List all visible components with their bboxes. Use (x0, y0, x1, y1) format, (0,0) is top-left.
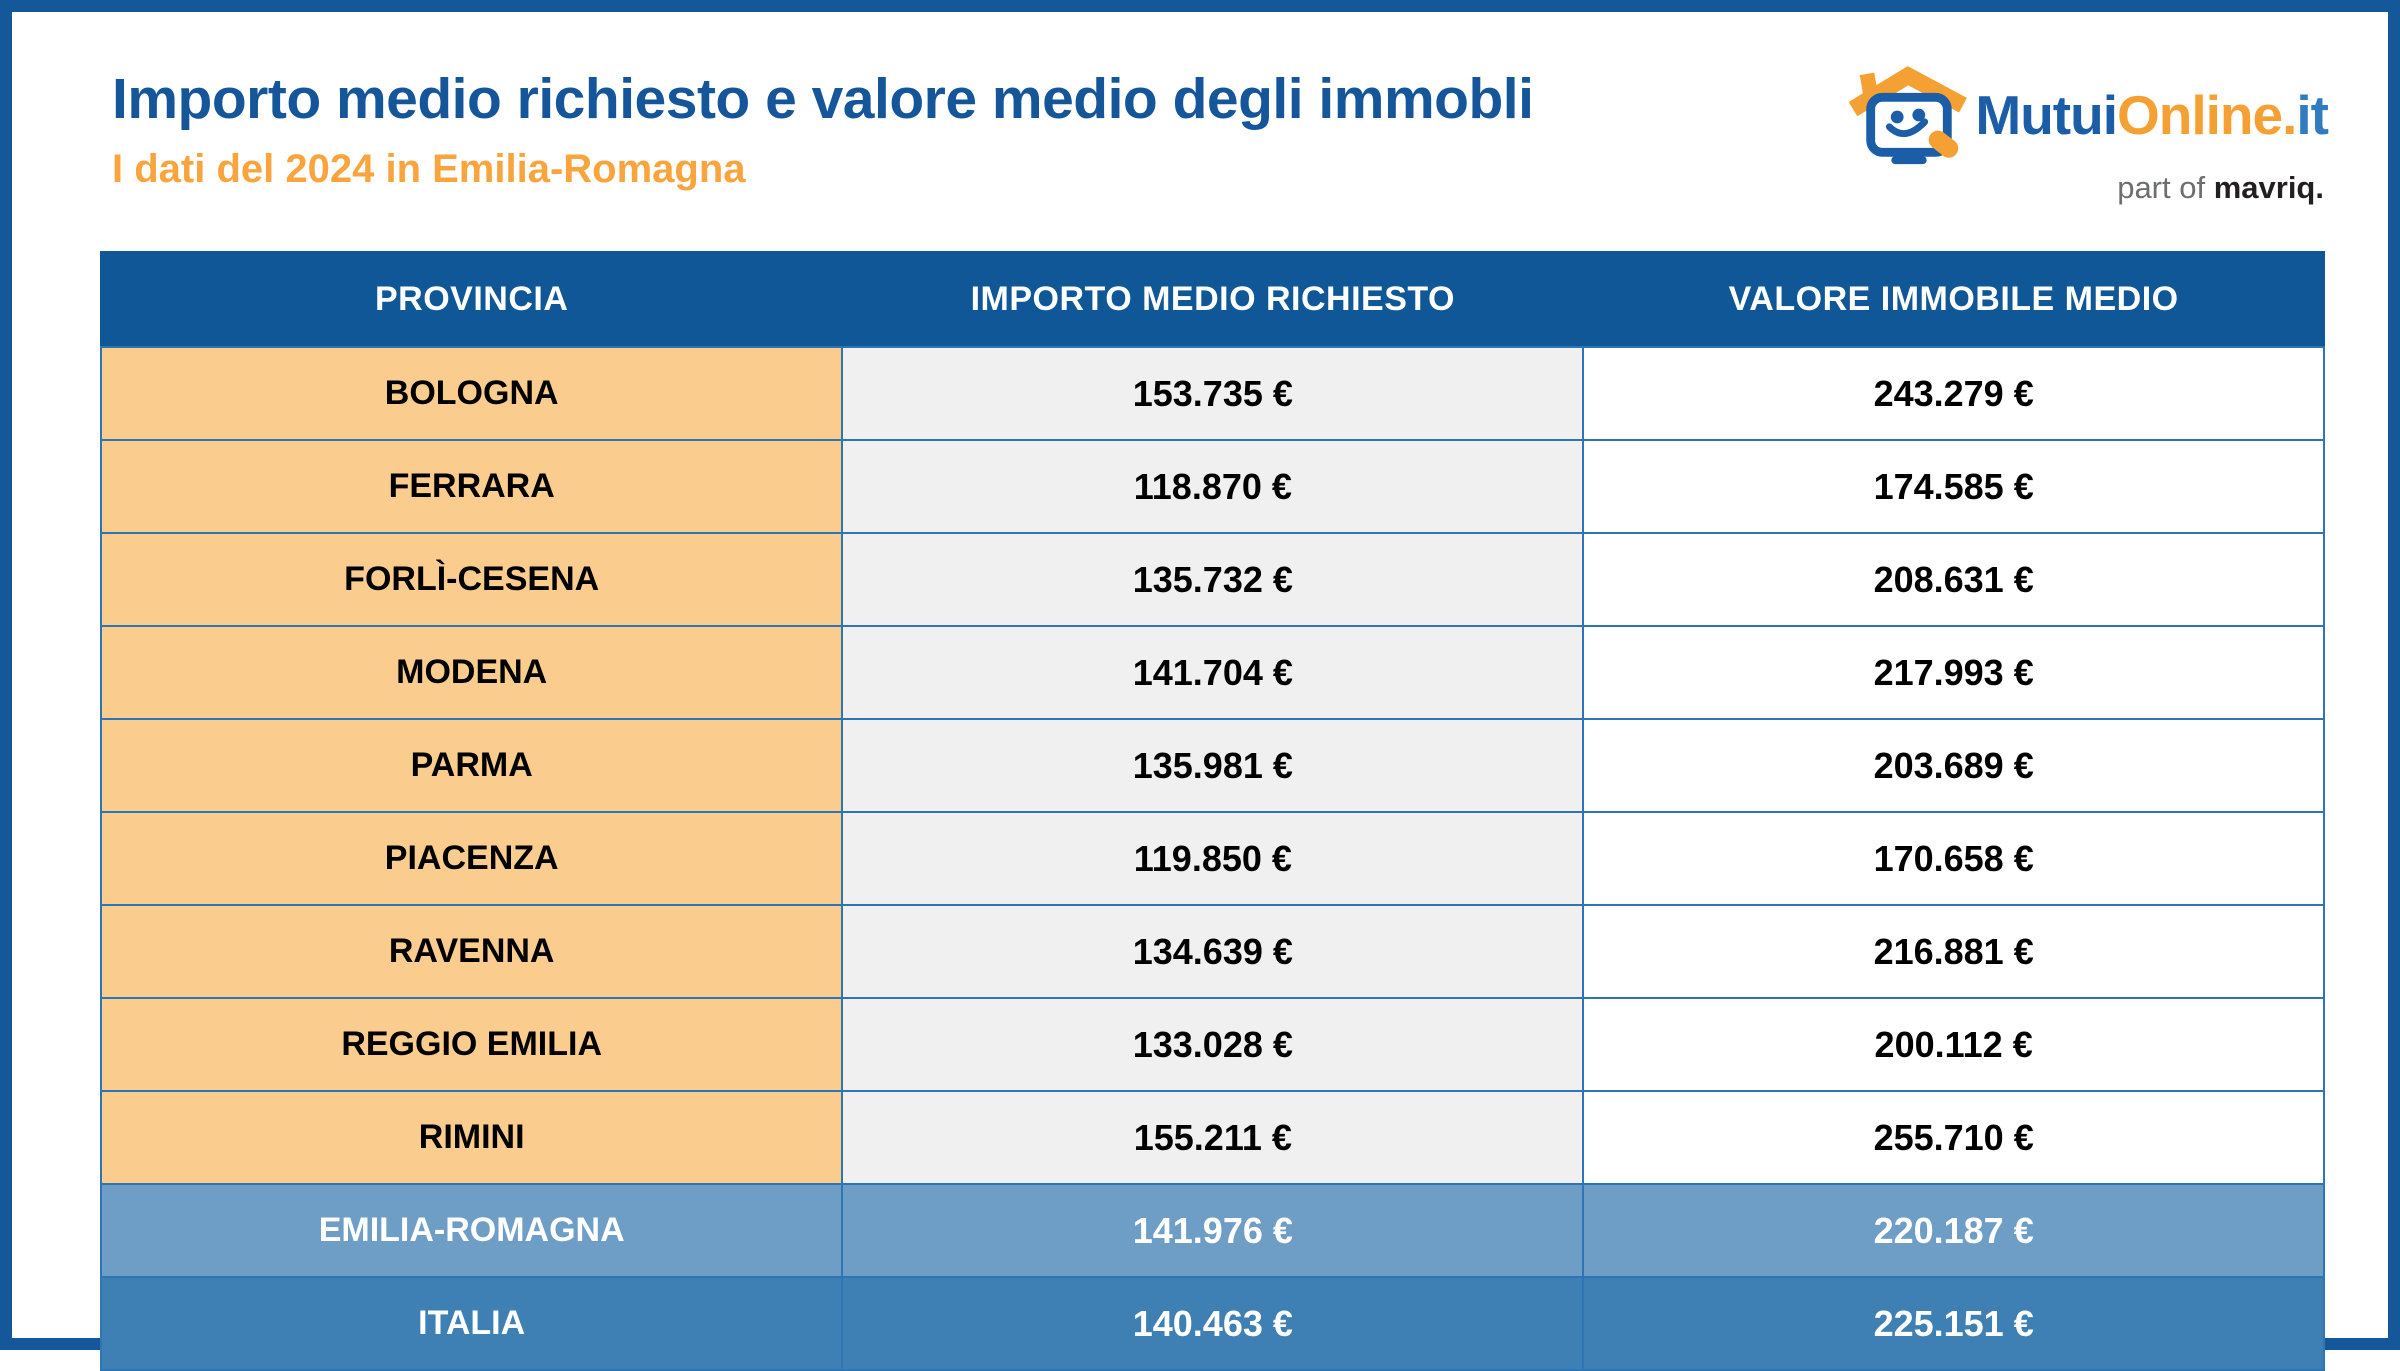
table-row: BOLOGNA 153.735 €243.279 € (99, 346, 2325, 441)
cell-valore: 203.689 € (1582, 718, 2325, 813)
table-body: BOLOGNA 153.735 €243.279 € FERRARA 118.870 … (99, 346, 2325, 1371)
table-row: REGGIO EMILIA 133.028 €200.112 € (99, 997, 2325, 1092)
mutuionline-logo: MutuiOnline.it part of mavriq. (1849, 60, 2329, 206)
table-row: PIACENZA 119.850 €170.658 € (99, 811, 2325, 906)
cell-provincia: FORLÌ-CESENA (99, 532, 844, 627)
cell-provincia: ITALIA (99, 1276, 844, 1371)
tagline-brand: mavriq (2213, 170, 2316, 205)
cell-provincia: FERRARA (99, 439, 844, 534)
table-row: RIMINI 155.211 €255.710 € (99, 1090, 2325, 1185)
logo-word-it: it (2296, 84, 2329, 146)
cell-valore: 220.187 € (1582, 1183, 2325, 1278)
table-row: EMILIA-ROMAGNA 141.976 €220.187 € (99, 1183, 2325, 1278)
tagline-period: . (2315, 170, 2324, 205)
logo-wordmark: MutuiOnline.it (1975, 83, 2329, 147)
cell-importo: 141.704 € (841, 625, 1585, 720)
cell-importo: 119.850 € (841, 811, 1585, 906)
table-row: MODENA 141.704 €217.993 € (99, 625, 2325, 720)
cell-provincia: BOLOGNA (99, 346, 844, 441)
page-title: Importo medio richiesto e valore medio d… (112, 67, 1534, 131)
cell-importo: 135.732 € (841, 532, 1585, 627)
cell-importo: 140.463 € (841, 1276, 1585, 1371)
cell-valore: 208.631 € (1582, 532, 2325, 627)
cell-provincia: RAVENNA (99, 904, 844, 999)
table-row: RAVENNA 134.639 €216.881 € (99, 904, 2325, 999)
data-table: PROVINCIA IMPORTO MEDIO RICHIESTO VALORE… (99, 251, 2325, 1371)
table-row: FORLÌ-CESENA 135.732 €208.631 € (99, 532, 2325, 627)
cell-provincia: PARMA (99, 718, 844, 813)
cell-valore: 174.585 € (1582, 439, 2325, 534)
cell-importo: 155.211 € (841, 1090, 1585, 1185)
cell-valore: 225.151 € (1582, 1276, 2325, 1371)
tagline-prefix: part of (2117, 170, 2214, 205)
cell-valore: 217.993 € (1582, 625, 2325, 720)
cell-provincia: PIACENZA (99, 811, 844, 906)
cell-valore: 170.658 € (1582, 811, 2325, 906)
logo-dot: . (2282, 84, 2297, 146)
page-subtitle: I dati del 2024 in Emilia-Romagna (112, 146, 746, 191)
cell-provincia: EMILIA-ROMAGNA (99, 1183, 844, 1278)
table-row: ITALIA 140.463 €225.151 € (99, 1276, 2325, 1371)
logo-word-online: Online (2116, 84, 2283, 146)
cell-importo: 135.981 € (841, 718, 1585, 813)
column-header-valore: VALORE IMMOBILE MEDIO (1582, 251, 2325, 348)
logo-word-mutui: Mutui (1975, 84, 2118, 146)
cell-importo: 141.976 € (841, 1183, 1585, 1278)
cell-importo: 118.870 € (841, 439, 1585, 534)
column-header-provincia: PROVINCIA (99, 251, 844, 348)
cell-provincia: REGGIO EMILIA (99, 997, 844, 1092)
cell-valore: 216.881 € (1582, 904, 2325, 999)
cell-valore: 255.710 € (1582, 1090, 2325, 1185)
header-row: PROVINCIA IMPORTO MEDIO RICHIESTO VALORE… (99, 251, 2325, 348)
cell-importo: 153.735 € (841, 346, 1585, 441)
cell-provincia: MODENA (99, 625, 844, 720)
house-monitor-icon (1849, 66, 1968, 165)
cell-importo: 133.028 € (841, 997, 1585, 1092)
cell-provincia: RIMINI (99, 1090, 844, 1185)
title-block: Importo medio richiesto e valore medio d… (112, 67, 1534, 192)
table-row: PARMA 135.981 €203.689 € (99, 718, 2325, 813)
cell-importo: 134.639 € (841, 904, 1585, 999)
logo-tagline: part of mavriq. (2117, 170, 2328, 206)
column-header-importo: IMPORTO MEDIO RICHIESTO (841, 251, 1585, 348)
cell-valore: 243.279 € (1582, 346, 2325, 441)
cell-valore: 200.112 € (1582, 997, 2325, 1092)
logo-row: MutuiOnline.it (1849, 60, 2329, 170)
table-row: FERRARA 118.870 €174.585 € (99, 439, 2325, 534)
